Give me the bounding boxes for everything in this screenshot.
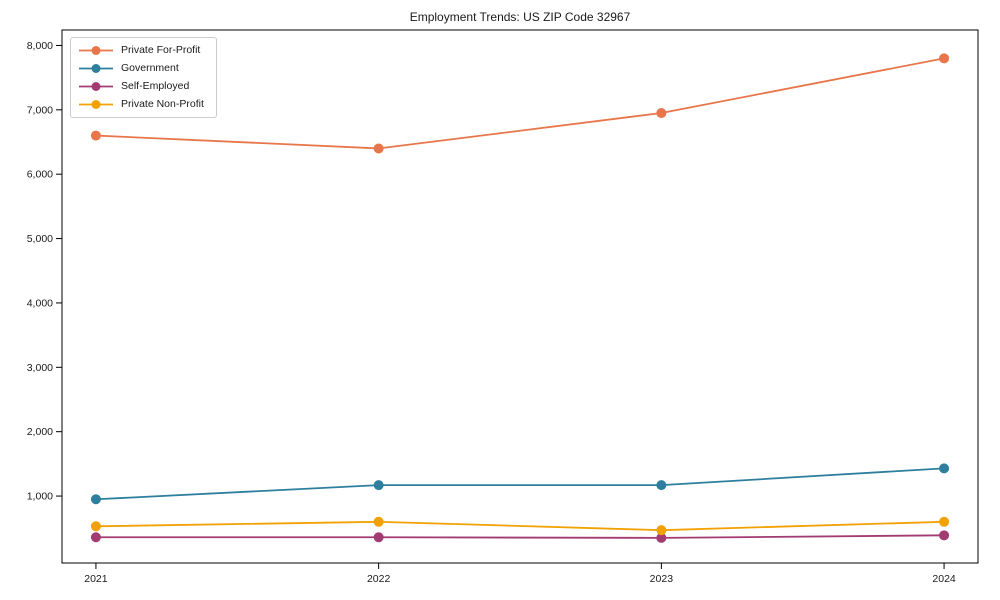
plot-border	[61, 29, 979, 564]
legend-item-private-non-profit: Private Non-Profit	[79, 99, 204, 110]
legend-marker-private-non-profit	[79, 100, 113, 109]
data-point-government	[939, 463, 950, 474]
legend-label: Private Non-Profit	[121, 98, 204, 111]
data-point-government	[656, 480, 667, 491]
chart-legend: Private For-Profit Government Self-Employe…	[70, 37, 217, 118]
legend-marker-self-employed	[79, 82, 113, 91]
y-axis-tick-label: 6,000	[27, 169, 53, 181]
y-axis-tick-label: 1,000	[27, 491, 53, 503]
y-axis-tick-label: 2,000	[27, 426, 53, 438]
series-line-self-employed	[95, 534, 945, 539]
data-point-private-for-profit	[939, 53, 950, 64]
data-point-private-for-profit	[656, 108, 667, 119]
data-point-self-employed	[656, 532, 667, 543]
x-axis-tick-label: 2022	[367, 573, 391, 585]
legend-label: Private For-Profit	[121, 44, 201, 57]
data-point-self-employed	[373, 532, 384, 543]
legend-label: Self-Employed	[121, 80, 190, 93]
data-point-private-for-profit	[373, 143, 384, 154]
series-line-government	[95, 467, 945, 501]
legend-item-private-for-profit: Private For-Profit	[79, 45, 204, 56]
y-axis-tick-label: 3,000	[27, 362, 53, 374]
y-axis-tick-label: 7,000	[27, 104, 53, 116]
legend-label: Government	[121, 62, 179, 75]
legend-marker-private-for-profit	[79, 46, 113, 55]
y-axis-tick-label: 4,000	[27, 297, 53, 309]
data-point-private-non-profit	[373, 516, 384, 527]
x-axis-tick-label: 2024	[932, 573, 956, 585]
data-point-private-for-profit	[90, 130, 101, 141]
series-line-private-non-profit	[95, 520, 945, 532]
data-point-government	[373, 480, 384, 491]
series-line-private-for-profit	[95, 57, 945, 150]
data-point-private-non-profit	[656, 525, 667, 536]
data-point-self-employed	[90, 532, 101, 543]
data-point-government	[90, 494, 101, 505]
x-axis-tick-label: 2021	[84, 573, 108, 585]
chart-title: Employment Trends: US ZIP Code 32967	[409, 10, 631, 24]
y-axis-tick-label: 8,000	[27, 40, 53, 52]
y-axis-tick-label: 5,000	[27, 233, 53, 245]
legend-item-self-employed: Self-Employed	[79, 81, 204, 92]
legend-marker-government	[79, 64, 113, 73]
data-point-private-non-profit	[90, 521, 101, 532]
x-axis-tick-label: 2023	[650, 573, 674, 585]
legend-item-government: Government	[79, 63, 204, 74]
data-point-self-employed	[939, 530, 950, 541]
data-point-private-non-profit	[939, 516, 950, 527]
